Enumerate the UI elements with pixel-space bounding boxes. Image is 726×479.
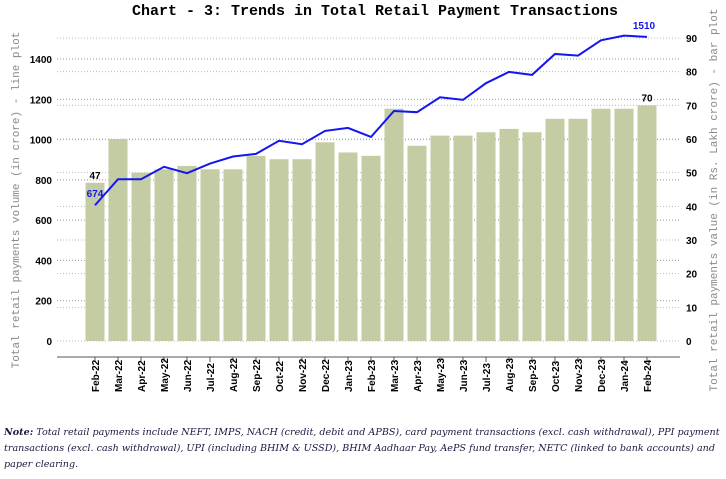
x-tick-label: Aug-23: [505, 358, 516, 392]
bar: [453, 135, 473, 341]
x-tick-label: Jul-22: [206, 363, 217, 392]
bar: [361, 155, 381, 341]
right-tick-label: 40: [686, 202, 698, 213]
x-tick-label: Feb-24: [643, 359, 654, 392]
bar: [476, 132, 496, 341]
right-tick-label: 10: [686, 303, 698, 314]
bar: [200, 169, 220, 341]
x-tick-label: Jan-24: [620, 360, 631, 392]
x-tick-label: Apr-23: [413, 360, 424, 392]
bar: [131, 172, 151, 341]
bar: [108, 139, 128, 341]
bar: [338, 152, 358, 341]
left-tick-label: 0: [46, 337, 52, 348]
right-tick-label: 0: [686, 337, 692, 348]
bar: [292, 159, 312, 341]
x-tick-label: Nov-22: [298, 358, 309, 392]
footnote: Note: Total retail payments include NEFT…: [4, 425, 722, 473]
x-tick-label: Sep-23: [528, 359, 539, 392]
x-tick-label: Jul-23: [482, 363, 493, 392]
bar: [85, 182, 105, 341]
bar: [223, 169, 243, 341]
right-axis-title: Total retail payments value (in Rs. Lakh…: [709, 9, 721, 392]
bar: [591, 108, 611, 341]
bar: [499, 128, 519, 341]
bar: [545, 118, 565, 341]
x-tick-label: Aug-22: [229, 358, 240, 392]
x-tick-label: May-22: [160, 358, 171, 392]
x-tick-label: Oct-23: [551, 360, 562, 392]
x-tick-label: Mar-22: [114, 359, 125, 392]
bar-label-first: 47: [89, 171, 101, 182]
x-tick-label: Mar-23: [390, 359, 401, 392]
x-tick-label: Feb-22: [91, 359, 102, 392]
right-tick-label: 70: [686, 101, 698, 112]
bar-label-last: 70: [641, 93, 653, 104]
bar: [637, 105, 657, 341]
line-label-first: 674: [87, 189, 104, 200]
x-tick-label: Dec-22: [321, 359, 332, 392]
x-tick-label: Apr-22: [137, 360, 148, 392]
left-tick-label: 1000: [30, 136, 53, 147]
chart-title: Chart - 3: Trends in Total Retail Paymen…: [132, 3, 618, 20]
note-text: Total retail payments include NEFT, IMPS…: [4, 427, 720, 470]
bar: [154, 169, 174, 341]
combo-chart: Chart - 3: Trends in Total Retail Paymen…: [11, 3, 721, 392]
volume-line: [94, 34, 648, 206]
right-tick-label: 30: [686, 236, 698, 247]
bar: [568, 118, 588, 341]
left-tick-label: 200: [35, 297, 52, 308]
left-axis-title: Total retail payments volume (in crore) …: [11, 32, 23, 369]
bar: [315, 142, 335, 341]
left-tick-label: 1200: [30, 95, 53, 106]
right-tick-label: 50: [686, 169, 698, 180]
bar: [522, 132, 542, 341]
left-tick-label: 400: [35, 256, 52, 267]
left-tick-label: 800: [35, 176, 52, 187]
bar: [177, 165, 197, 341]
x-tick-label: Dec-23: [597, 359, 608, 392]
x-tick-label: Jan-23: [344, 360, 355, 392]
left-tick-label: 600: [35, 216, 52, 227]
x-tick-label: May-23: [436, 358, 447, 392]
x-tick-label: Feb-23: [367, 359, 378, 392]
bar: [246, 155, 266, 341]
left-tick-label: 1400: [30, 55, 53, 66]
x-tick-label: Nov-23: [574, 358, 585, 392]
bar: [430, 135, 450, 341]
right-tick-label: 20: [686, 270, 698, 281]
right-tick-label: 80: [686, 68, 698, 79]
right-tick-label: 60: [686, 135, 698, 146]
x-tick-label: Jun-23: [459, 359, 470, 392]
bar: [269, 159, 289, 341]
bar: [614, 108, 634, 341]
right-tick-label: 90: [686, 34, 698, 45]
x-tick-label: Oct-22: [275, 360, 286, 392]
line-label-last: 1510: [633, 21, 656, 32]
x-tick-label: Jun-22: [183, 359, 194, 392]
bar: [384, 108, 404, 341]
note-label: Note:: [4, 427, 34, 438]
x-tick-label: Sep-22: [252, 359, 263, 392]
bar: [407, 145, 427, 341]
